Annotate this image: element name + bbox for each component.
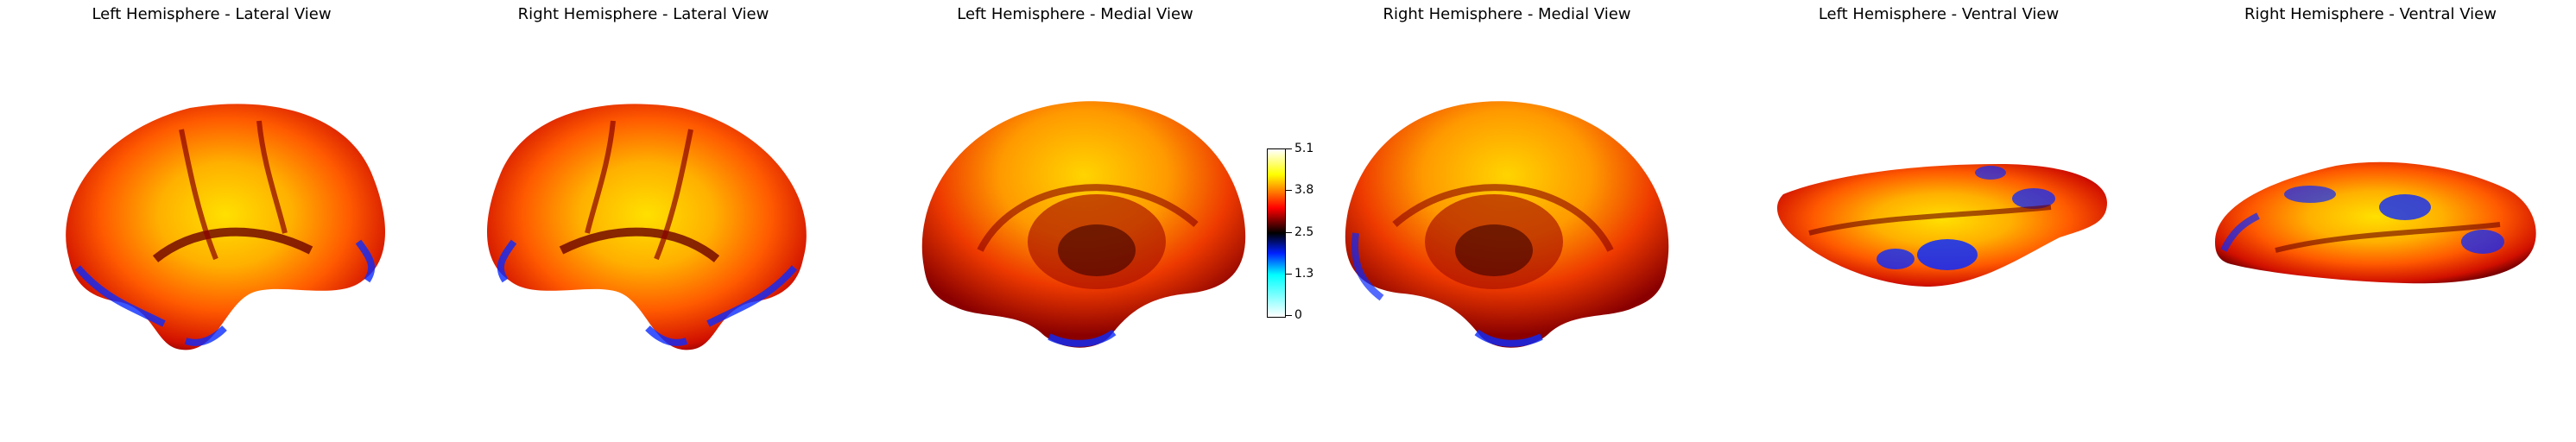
brain-right-medial	[1345, 101, 1669, 348]
panel-title-left-lateral: Left Hemisphere - Lateral View	[92, 5, 332, 23]
brain-left-medial	[921, 101, 1246, 348]
colorbar-gradient	[1267, 148, 1286, 318]
colorbar-tick	[1285, 148, 1292, 149]
colorbar: 5.1 3.8 2.5 1.3 0	[1267, 142, 1319, 322]
panel-title-right-medial: Right Hemisphere - Medial View	[1383, 5, 1631, 23]
colorbar-tick	[1285, 190, 1292, 191]
colorbar-tick	[1285, 315, 1292, 316]
brain-left-lateral	[66, 104, 386, 350]
panel-title-left-medial: Left Hemisphere - Medial View	[957, 5, 1193, 23]
brain-right-ventral	[2215, 161, 2536, 284]
panel-title-right-ventral: Right Hemisphere - Ventral View	[2244, 5, 2497, 23]
colorbar-tick	[1285, 232, 1292, 233]
colorbar-tick-label: 1.3	[1294, 267, 1314, 281]
panel-title-right-lateral: Right Hemisphere - Lateral View	[517, 5, 769, 23]
colorbar-tick-label: 5.1	[1294, 142, 1314, 155]
brain-right-lateral	[486, 104, 807, 350]
brain-left-ventral	[1776, 164, 2107, 287]
colorbar-tick-label: 2.5	[1294, 225, 1314, 239]
colorbar-tick-label: 3.8	[1294, 183, 1314, 197]
panel-title-left-ventral: Left Hemisphere - Ventral View	[1818, 5, 2060, 23]
colorbar-tick	[1285, 274, 1292, 275]
colorbar-tick-label: 0	[1294, 308, 1302, 322]
